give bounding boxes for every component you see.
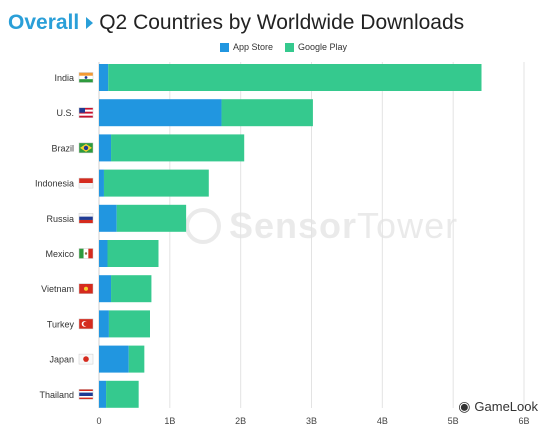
category-label: Mexico [45,249,74,259]
category-label: Japan [49,355,74,365]
bar-app-store [99,240,108,267]
x-tick-label: 6B [518,416,529,426]
flag-us-icon [78,107,94,118]
credit-label: GameLook [474,399,538,414]
flag-japan-icon [78,353,94,365]
bar-app-store [99,169,104,197]
bar-app-store [99,310,109,338]
legend-label-google-play: Google Play [298,42,348,52]
x-tick-label: 0 [96,416,101,426]
x-tick-label: 1B [164,416,175,426]
bar-google-play [107,240,159,267]
bar-app-store [99,99,222,127]
bar-google-play [111,134,245,162]
bar-google-play [103,169,209,197]
bar-app-store [99,204,117,232]
sensortower-logo-icon [185,208,221,244]
watermark-part1: Sensor [229,205,358,246]
category-label: Vietnam [41,284,74,294]
category-label: Indonesia [35,179,74,189]
flag-russia-icon [78,213,94,224]
chevron-right-icon [86,17,94,29]
bar-google-play [108,310,150,338]
bar-app-store [99,380,107,408]
bar-app-store [99,275,112,303]
chart-header: Overall Q2 Countries by Worldwide Downlo… [8,5,464,41]
legend-label-app-store: App Store [233,42,274,52]
wechat-icon: ◉ [458,398,471,414]
flag-india-icon [78,72,94,83]
flag-brazil-icon [78,142,94,154]
flag-turkey-icon [78,318,94,330]
bar-google-play [111,275,152,303]
brand-label: Overall [8,11,80,34]
category-label: Russia [46,214,74,224]
bar-google-play [221,99,313,127]
bar-google-play [108,64,482,91]
flag-vietnam-icon [78,283,94,294]
category-label: Turkey [47,319,75,329]
x-tick-label: 4B [377,416,388,426]
flag-mexico-icon [78,248,94,259]
category-label: India [54,73,74,83]
x-tick-label: 3B [306,416,317,426]
x-tick-label: 5B [448,416,459,426]
category-label: Thailand [39,390,74,400]
chart-title: Q2 Countries by Worldwide Downloads [99,11,465,34]
legend: App Store Google Play [220,42,347,52]
legend-swatch-google-play [285,42,295,52]
bar-google-play [116,204,187,232]
category-label: U.S. [56,108,74,118]
legend-item-app-store: App Store [220,42,273,52]
bar-app-store [99,345,129,373]
legend-item-google-play: Google Play [285,42,347,52]
sensortower-watermark: SensorTower [185,205,458,247]
bar-google-play [106,380,139,408]
bar-google-play [128,345,145,373]
gamelook-credit: ◉ GameLook [458,398,538,415]
legend-swatch-app-store [220,42,229,52]
flag-thailand-icon [78,389,94,400]
bar-app-store [99,134,112,162]
bar-app-store [99,64,109,91]
x-tick-label: 2B [235,416,246,426]
category-label: Brazil [51,143,74,153]
watermark-part2: Tower [357,205,459,246]
flag-indonesia-icon [78,177,94,189]
